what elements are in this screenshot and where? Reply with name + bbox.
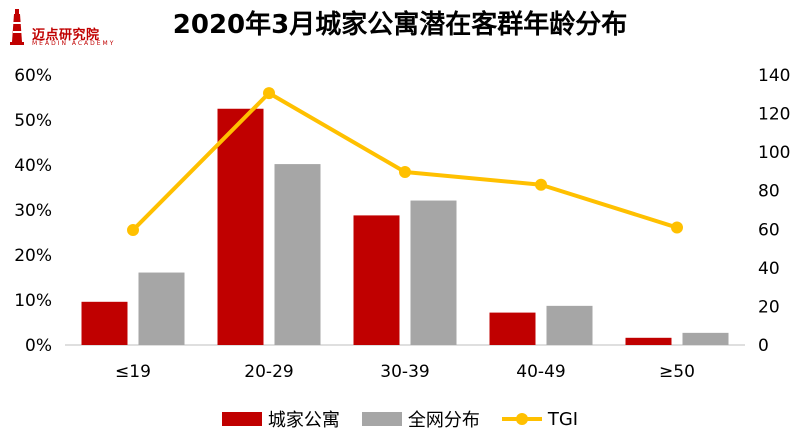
bar-chengjia <box>625 337 672 345</box>
y-left-tick-label: 30% <box>14 201 52 221</box>
y-right-tick-label: 100 <box>758 143 790 163</box>
chart-title: 2020年3月城家公寓潜在客群年龄分布 <box>172 10 628 40</box>
legend-swatch-tgi <box>501 412 542 426</box>
y-right-tick-label: 40 <box>758 259 780 279</box>
legend-item-quanwang: 全网分布 <box>361 406 480 432</box>
bar-chengjia <box>217 108 264 345</box>
legend-label-quanwang: 全网分布 <box>407 410 480 431</box>
legend-label-chengjia: 城家公寓 <box>267 410 340 431</box>
bar-chengjia <box>81 301 128 345</box>
tgi-point <box>535 178 547 191</box>
legend-item-tgi: TGI <box>501 408 579 430</box>
y-left-tick-label: 20% <box>14 246 52 266</box>
logo-name: 迈点研究院 <box>32 28 100 43</box>
tgi-point <box>671 221 683 234</box>
bar-quanwang <box>410 200 457 345</box>
legend-swatch-quanwang <box>361 412 402 426</box>
bar-quanwang <box>138 272 185 345</box>
y-right-tick-label: 120 <box>758 105 790 125</box>
bar-chengjia <box>353 215 400 345</box>
y-left-tick-label: 10% <box>14 291 52 311</box>
x-tick-label: 40-49 <box>516 362 565 382</box>
y-left-tick-label: 40% <box>14 156 52 176</box>
y-right-tick-label: 60 <box>758 220 780 240</box>
bar-quanwang <box>274 164 321 345</box>
x-tick-label: ≤19 <box>115 362 151 382</box>
bar-quanwang <box>546 305 593 345</box>
x-tick-label: 20-29 <box>244 362 293 382</box>
tgi-line <box>131 91 678 232</box>
legend: 城家公寓 全网分布 TGI <box>0 406 800 432</box>
y-right-tick-label: 80 <box>758 182 780 202</box>
y-right-tick-label: 0 <box>758 336 769 356</box>
tgi-point <box>263 87 275 100</box>
x-tick-label: ≥50 <box>659 362 695 382</box>
y-right-tick-label: 140 <box>758 66 790 86</box>
tgi-point <box>399 166 411 179</box>
y-right-tick-label: 20 <box>758 297 780 317</box>
logo-subtitle: MEADIN ACADEMY <box>32 40 116 47</box>
x-tick-label: 30-39 <box>380 362 429 382</box>
legend-label-tgi: TGI <box>547 408 579 430</box>
y-left-tick-label: 50% <box>14 111 52 131</box>
y-left-tick-label: 0% <box>25 336 52 356</box>
lighthouse-icon <box>10 9 24 45</box>
legend-item-chengjia: 城家公寓 <box>221 406 340 432</box>
logo: 迈点研究院 MEADIN ACADEMY <box>6 6 126 50</box>
bar-chengjia <box>489 312 536 345</box>
tgi-point <box>127 224 139 237</box>
y-left-tick-label: 60% <box>14 66 52 86</box>
legend-swatch-chengjia <box>221 412 262 426</box>
bar-quanwang <box>682 332 729 345</box>
